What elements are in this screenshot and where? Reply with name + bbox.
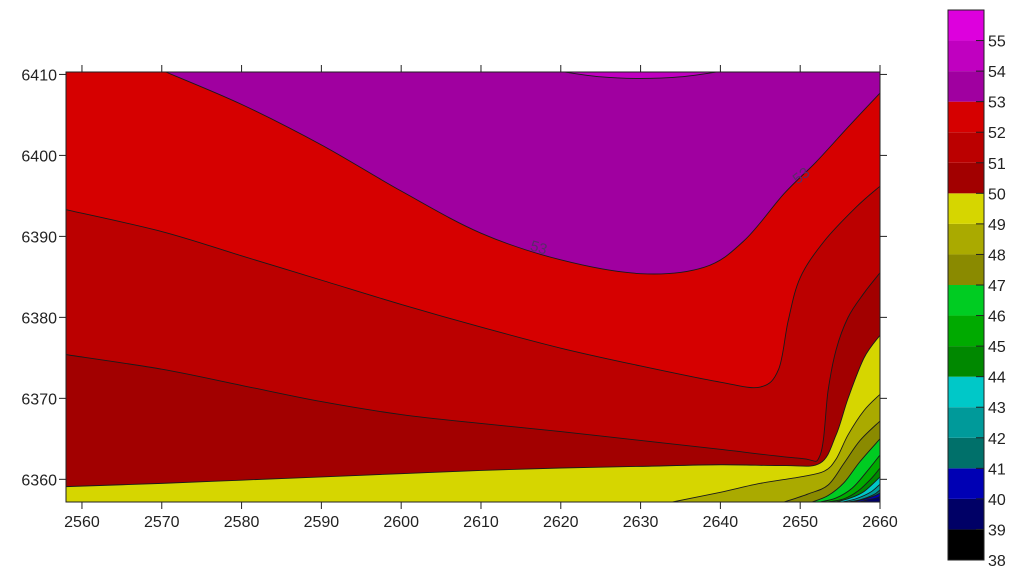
contour-line-51 (66, 185, 880, 389)
contour-line-42 (842, 483, 880, 502)
contour-line-53 (165, 72, 880, 275)
contour-labels: 53 53 (528, 164, 813, 258)
colorbar-label: 52 (988, 125, 1006, 142)
contour-line-45 (820, 454, 880, 502)
plot-frame (65, 71, 881, 503)
colorbar-label: 54 (988, 64, 1006, 81)
colorbar-label: 48 (988, 247, 1006, 264)
colorbar-swatch-54 (948, 40, 984, 72)
contour-line-50 (66, 272, 880, 462)
colorbar-label: 47 (988, 278, 1006, 295)
y-tick-label: 6370 (21, 391, 57, 408)
x-tick-label: 2630 (623, 514, 659, 531)
x-tick-label: 2570 (144, 514, 180, 531)
y-tick-label: 6380 (21, 310, 57, 327)
contour-line-47 (784, 420, 880, 502)
colorbar-swatch-44 (948, 346, 984, 377)
colorbar-swatch-41 (948, 437, 984, 469)
y-tick-label: 6410 (21, 67, 57, 84)
plot-axes: 2560 2570 2580 2590 2600 2610 2620 2630 2640 2650… (21, 65, 898, 531)
colorbar-swatch-46 (948, 285, 984, 316)
y-tick-label: 6400 (21, 148, 57, 165)
x-tick-label: 2590 (304, 514, 340, 531)
contour-line-49 (66, 334, 880, 488)
x-tick-label: 2580 (224, 514, 260, 531)
colorbar-label: 45 (988, 339, 1006, 356)
x-tick-label: 2660 (862, 514, 898, 531)
x-tick-label: 2560 (64, 514, 100, 531)
colorbar-label: 39 (988, 522, 1006, 539)
colorbar-label: 51 (988, 156, 1006, 173)
colorbar-swatch-55 (948, 10, 984, 41)
colorbar-swatch-49 (948, 193, 984, 224)
colorbar-label: 44 (988, 370, 1006, 387)
colorbar-label: 53 (988, 95, 1006, 112)
colorbar: 55 54 53 52 51 50 49 48 47 46 45 44 43 42 41 40 39 38 (947, 9, 1006, 566)
colorbar-swatch-48 (948, 223, 984, 255)
colorbar-swatch-38 (948, 529, 984, 560)
band-39-40 (859, 496, 880, 502)
band-48-49 (672, 394, 880, 502)
contour-line-40 (852, 492, 880, 502)
colorbar-label: 41 (988, 461, 1006, 478)
x-tick-label: 2610 (463, 514, 499, 531)
contour-line-54 (564, 72, 717, 79)
colorbar-label: 38 (988, 553, 1006, 566)
colorbar-swatch-43 (948, 376, 984, 408)
colorbar-label: 46 (988, 309, 1006, 326)
colorbar-label: 40 (988, 492, 1006, 509)
contour-label-2: 53 (790, 164, 814, 188)
colorbar-label: 43 (988, 400, 1006, 417)
colorbar-label: 42 (988, 431, 1006, 448)
colorbar-swatch-45 (948, 315, 984, 347)
colorbar-swatch-53 (948, 71, 984, 102)
contour-line-44 (828, 467, 880, 502)
colorbar-swatch-51 (948, 132, 984, 163)
y-tick-label: 6360 (21, 472, 57, 489)
x-tick-label: 2620 (543, 514, 579, 531)
colorbar-swatch-42 (948, 407, 984, 438)
colorbar-swatch-40 (948, 468, 984, 499)
contour-line-43 (835, 476, 880, 502)
x-tick-label: 2600 (383, 514, 419, 531)
colorbar-label: 55 (988, 34, 1006, 51)
colorbar-label: 50 (988, 186, 1006, 203)
contour-line-39 (859, 495, 880, 502)
y-tick-label: 6390 (21, 229, 57, 246)
contour-line-46 (811, 438, 880, 502)
colorbar-swatch-47 (948, 254, 984, 285)
contour-line-41 (847, 489, 880, 502)
colorbar-swatch-39 (948, 498, 984, 530)
contour-bands (66, 72, 880, 502)
x-tick-label: 2650 (782, 514, 818, 531)
colorbar-swatch-52 (948, 101, 984, 133)
colorbar-swatch-50 (948, 162, 984, 194)
colorbar-label: 49 (988, 217, 1006, 234)
contour-label-1: 53 (528, 238, 549, 259)
contour-line-48 (672, 393, 880, 502)
band-53-54 (165, 72, 880, 274)
x-tick-label: 2640 (703, 514, 739, 531)
